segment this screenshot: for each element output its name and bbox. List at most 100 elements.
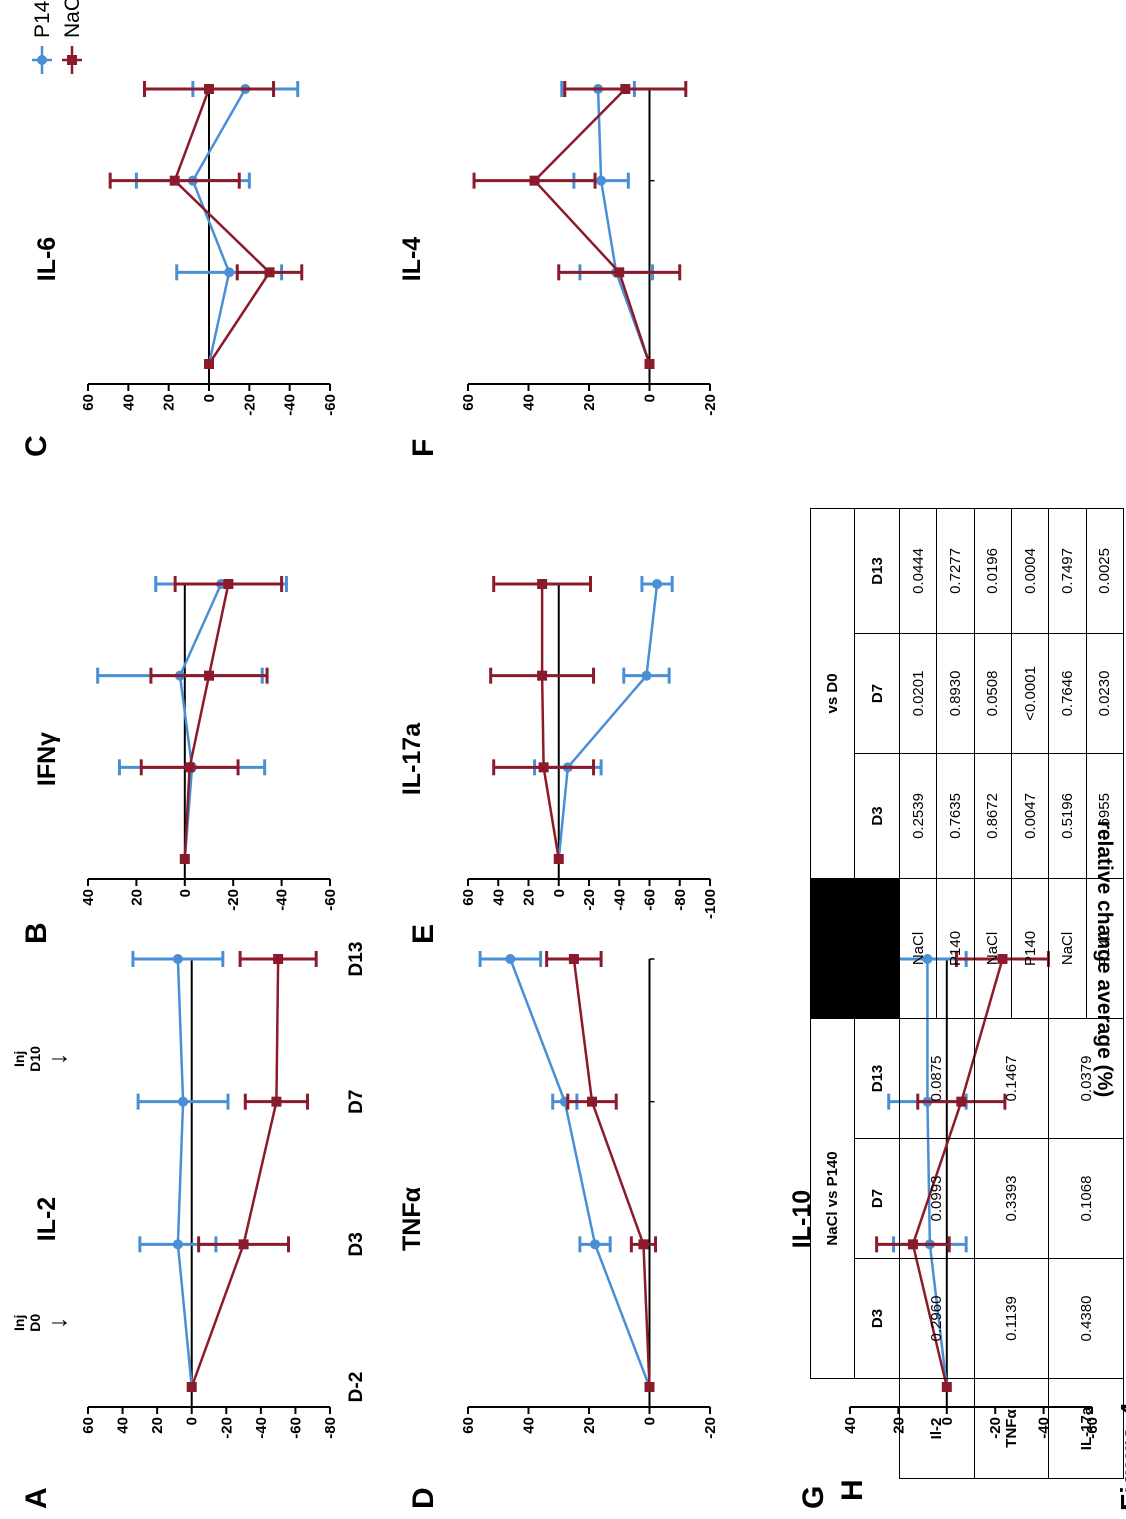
y-tick-label: 20	[581, 394, 598, 411]
cell-value: 0.8672	[974, 753, 1012, 879]
row-group: P140	[1086, 878, 1124, 1019]
day-header: D3	[854, 753, 900, 879]
data-point-nacl	[620, 84, 631, 94]
y-tick-label: -20	[225, 889, 242, 911]
cell-value: 0.0196	[974, 508, 1012, 634]
data-point-p140	[172, 954, 183, 964]
chart-title: TNFα	[398, 1186, 426, 1251]
table-row: TNFα 0.1139 0.3393 0.1467 NaCl 0.8672 0.…	[974, 508, 1049, 1479]
table-row: IL-17a 0.4380 0.1068 0.0379 NaCl 0.5196 …	[1048, 508, 1124, 1479]
y-tick-label: 20	[521, 889, 538, 906]
legend-label: P140	[31, 0, 54, 38]
cell-value: 0.7646	[1048, 633, 1087, 754]
data-point-nacl	[537, 579, 548, 589]
stats-table: NaCl vs P140 vs D0 D3 D7 D13 D3 D7 D13 I…	[810, 508, 1124, 1479]
y-tick-label: -60	[1084, 1417, 1101, 1439]
series-line-p140	[176, 958, 193, 1388]
y-tick-label: 60	[460, 394, 477, 411]
series-line-p140	[191, 88, 247, 365]
injection-label: Inj	[11, 1315, 27, 1331]
cell-value: 0.3393	[974, 1138, 1049, 1259]
cell-value: 0.0875	[899, 1018, 975, 1139]
black-cell	[810, 878, 900, 1019]
y-axis-label: relative change average (%)	[1093, 821, 1116, 1098]
y-tick-label: 40	[120, 394, 137, 411]
series-line-nacl	[183, 583, 230, 860]
y-tick-label: 0	[642, 1417, 659, 1425]
injection-arrow: ↓	[44, 1053, 72, 1066]
data-point-nacl	[204, 84, 214, 94]
data-point-nacl	[223, 579, 234, 589]
injection-arrow: ↓	[44, 1317, 72, 1330]
data-point-p140	[641, 670, 652, 681]
data-point-nacl	[204, 670, 214, 681]
data-point-nacl	[538, 762, 549, 773]
data-point-nacl	[238, 1239, 249, 1250]
y-tick-label: -40	[253, 1417, 270, 1439]
cell-value: 0.7497	[1048, 508, 1087, 634]
y-tick-label: -80	[322, 1417, 339, 1439]
row-group: NaCl	[974, 878, 1012, 1019]
panel-letter: G	[797, 1486, 830, 1509]
y-tick-label: 40	[521, 394, 538, 411]
legend-label: NaCl	[61, 0, 84, 38]
y-tick-label: 40	[842, 1417, 859, 1434]
panel-letter: D	[407, 1487, 440, 1509]
panel-letter: A	[20, 1487, 53, 1509]
injection-label: D10	[27, 1046, 43, 1072]
table-header-row-1: NaCl vs P140 vs D0	[810, 508, 900, 1479]
data-point-p140	[922, 954, 933, 964]
data-point-nacl	[169, 175, 180, 186]
day-header: D7	[854, 1138, 900, 1259]
row-cytokine: TNFα	[974, 1378, 1049, 1479]
cell-value: 0.0047	[1011, 753, 1049, 879]
y-tick-label: -60	[322, 394, 339, 416]
chart-title: IL-4	[398, 237, 426, 282]
series-line-nacl	[190, 958, 280, 1388]
injection-label: D0	[27, 1314, 43, 1332]
cell-value: 0.5196	[1048, 753, 1087, 879]
data-point-nacl	[529, 175, 540, 186]
y-tick-label: -20	[218, 1417, 235, 1439]
y-tick-label: -60	[322, 889, 339, 911]
cell-value: 0.7635	[936, 753, 975, 879]
group1-header: NaCl vs P140	[810, 1018, 855, 1379]
day-header: D13	[854, 508, 900, 634]
y-tick-label: 0	[642, 394, 659, 402]
panel-letter: H	[836, 1479, 869, 1501]
y-tick-label: -60	[642, 889, 659, 911]
figure-label: Figure 4	[1115, 1402, 1126, 1511]
cell-value: 0.1068	[1048, 1138, 1124, 1259]
injection-label: Inj	[11, 1051, 27, 1067]
data-point-nacl	[179, 854, 190, 864]
y-tick-label: -40	[274, 889, 291, 911]
row-cytokine: IL-17a	[1048, 1378, 1124, 1479]
series-line-p140	[596, 88, 651, 365]
y-tick-label: 60	[80, 1417, 97, 1434]
data-point-nacl	[204, 359, 214, 369]
cell-value: 0.7277	[936, 508, 975, 634]
chart-title: IL-2	[33, 1197, 61, 1241]
data-point-nacl	[644, 1382, 655, 1392]
y-tick-label: 0	[184, 1417, 201, 1425]
series-line-nacl	[532, 88, 651, 365]
day-header: D13	[854, 1018, 900, 1139]
cell-value: 0.4380	[1048, 1258, 1124, 1379]
y-tick-label: 20	[581, 1417, 598, 1434]
data-point-p140	[172, 1239, 183, 1250]
y-tick-label: -20	[702, 1417, 719, 1439]
y-tick-label: -60	[287, 1417, 304, 1439]
y-tick-label: -40	[1036, 1417, 1053, 1439]
chart-title: IFNγ	[33, 732, 61, 786]
data-point-nacl	[644, 359, 655, 369]
cell-value: 0.1467	[974, 1018, 1049, 1139]
category-label: D-2	[346, 1372, 367, 1403]
cell-value: 0.0004	[1011, 508, 1049, 634]
series-line-nacl	[911, 958, 1004, 1388]
cell-value: 0.0379	[1048, 1018, 1124, 1139]
series-line-nacl	[572, 958, 651, 1388]
data-point-p140	[178, 1096, 189, 1107]
row-group: P140	[936, 878, 975, 1019]
data-point-nacl	[186, 1382, 197, 1392]
data-point-nacl	[638, 1239, 649, 1250]
